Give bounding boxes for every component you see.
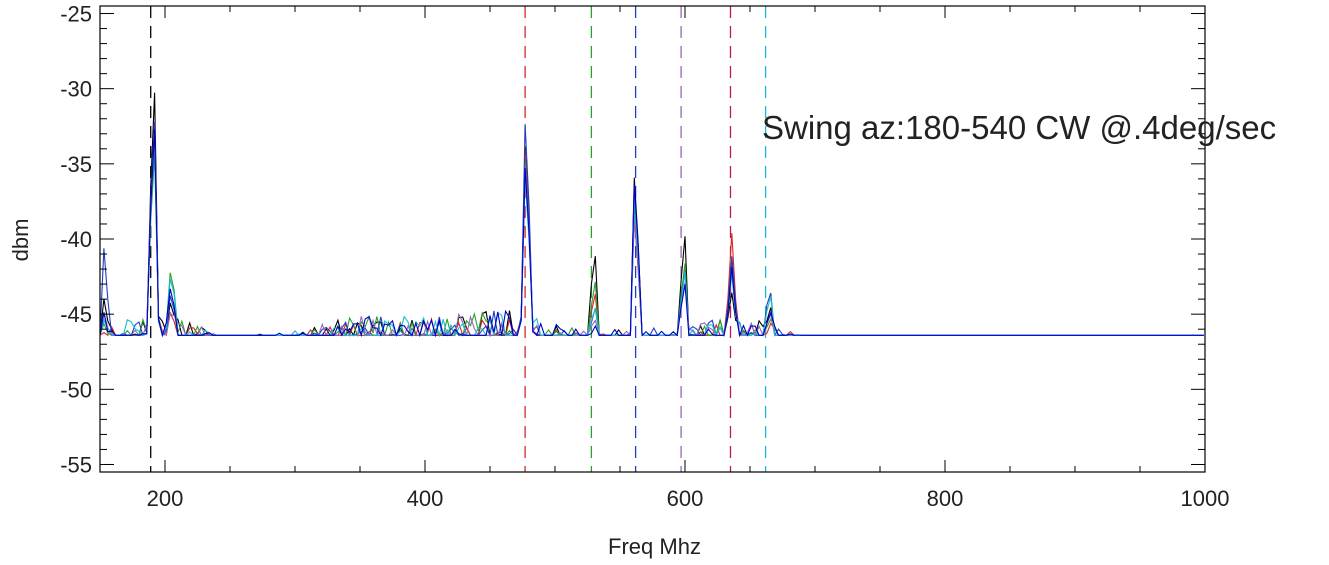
series-line-4 (100, 131, 1204, 337)
series-line-2 (100, 154, 1204, 338)
y-tick-label: -40 (60, 227, 92, 252)
series-line-3 (100, 121, 1204, 338)
series-line-5 (100, 137, 1204, 338)
x-tick-label: 800 (927, 486, 964, 511)
x-tick-label: 400 (407, 486, 444, 511)
series-line-1 (100, 122, 1204, 337)
y-tick-label: -55 (60, 452, 92, 477)
x-tick-label: 1000 (1181, 486, 1230, 511)
y-axis-title: dbm (8, 219, 33, 262)
y-tick-label: -30 (60, 77, 92, 102)
y-tick-label: -50 (60, 377, 92, 402)
y-tick-label: -45 (60, 302, 92, 327)
x-tick-label: 600 (667, 486, 704, 511)
x-axis-title: Freq Mhz (608, 534, 701, 559)
y-tick-label: -35 (60, 152, 92, 177)
chart-annotation: Swing az:180-540 CW @.4deg/sec (762, 109, 1276, 146)
y-tick-label: -25 (60, 2, 92, 27)
series-line-6 (100, 129, 1204, 338)
x-tick-label: 200 (147, 486, 184, 511)
plot-frame (99, 5, 1206, 473)
